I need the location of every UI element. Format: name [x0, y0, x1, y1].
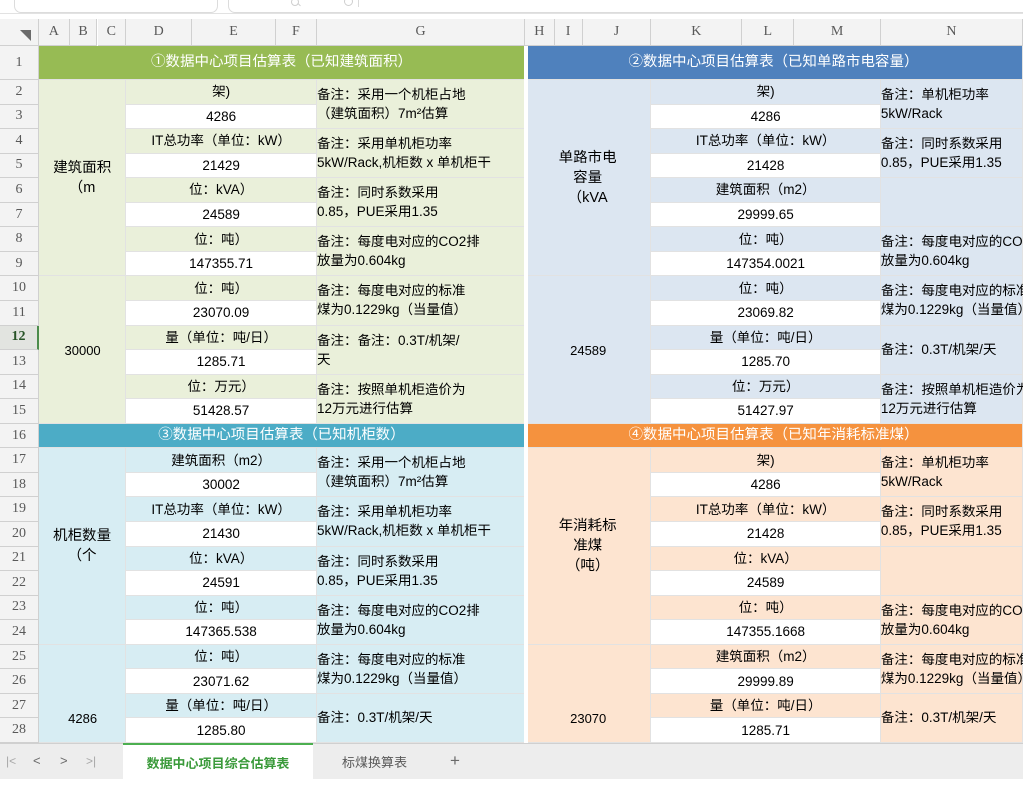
svg-text:|<: |< — [6, 754, 16, 768]
svg-text:<: < — [33, 753, 41, 768]
svg-text:>|: >| — [86, 754, 96, 768]
svg-text:>: > — [60, 753, 68, 768]
